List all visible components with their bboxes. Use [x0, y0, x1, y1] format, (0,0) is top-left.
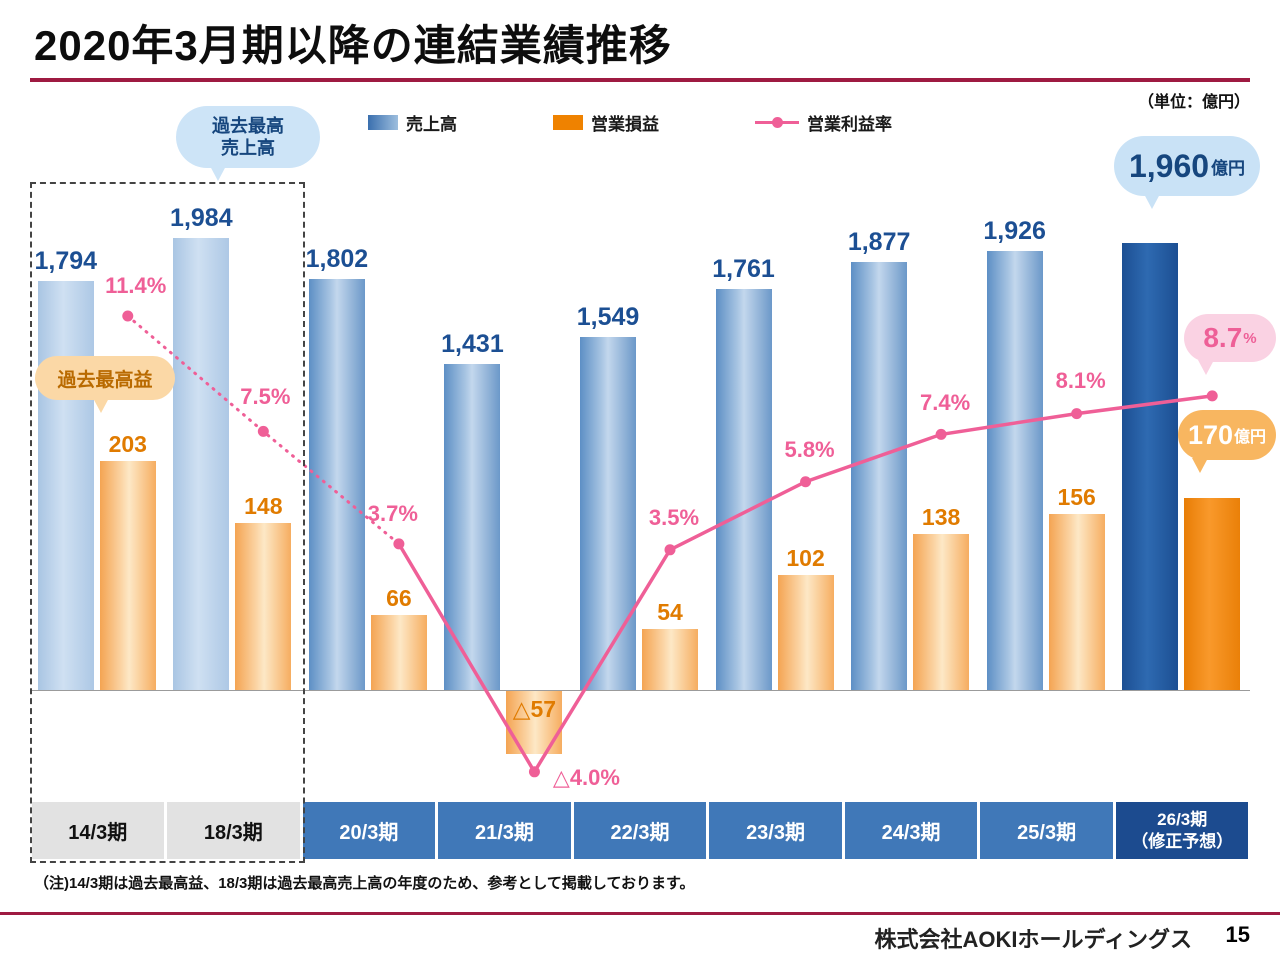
- legend-item-sales: 売上高: [368, 110, 457, 135]
- axis-label: 20/3期: [302, 802, 436, 859]
- margin-forecast-unit: %: [1243, 329, 1257, 347]
- sales-bar: [715, 288, 772, 690]
- sales-bar: [308, 279, 365, 690]
- legend-item-margin: 営業利益率: [755, 110, 892, 135]
- margin-line-point: [935, 428, 947, 440]
- profit-forecast-unit: 億円: [1234, 429, 1267, 446]
- axis-label: 21/3期: [438, 802, 571, 859]
- sales-bar: [444, 363, 501, 690]
- axis-label: 22/3期: [573, 802, 707, 859]
- margin-forecast-callout: 8.7 %: [1184, 314, 1276, 375]
- axis-label: 24/3期: [844, 802, 978, 859]
- record-profit-callout-text: 過去最高益: [57, 369, 153, 391]
- margin-value-label: 5.8%: [784, 436, 835, 462]
- callout-tail: [93, 398, 109, 413]
- axis-label: 23/3期: [709, 802, 842, 859]
- callout-tail: [210, 166, 226, 181]
- margin-value-label: 3.7%: [367, 500, 418, 526]
- legend-margin-label: 営業利益率: [807, 115, 892, 134]
- callout-tail: [1198, 360, 1214, 375]
- callout-tail: [1144, 194, 1160, 209]
- sales-value-label: 1,761: [712, 254, 775, 283]
- company-name: 株式会社AOKIホールディングス: [874, 927, 1192, 952]
- profit-bar: [913, 534, 970, 690]
- margin-line-point: [1206, 390, 1218, 402]
- axis-label: 25/3期: [980, 802, 1113, 859]
- record-sales-callout-line2: 売上高: [221, 138, 275, 158]
- unit-note: （単位：億円）: [1137, 94, 1250, 111]
- profit-value-label: 156: [1057, 483, 1096, 510]
- profit-bar: [1184, 497, 1241, 690]
- profit-bar: [777, 574, 834, 690]
- profit-bar: [506, 690, 563, 755]
- profit-value-label: 66: [386, 585, 412, 612]
- margin-line-point: [1071, 408, 1083, 420]
- profit-bar: [1048, 513, 1105, 690]
- margin-value-label: 8.1%: [1055, 367, 1106, 393]
- profit-swatch-icon: [553, 115, 583, 130]
- callout-tail: [1192, 458, 1208, 473]
- sales-value-label: 1,431: [441, 329, 504, 358]
- footnote: （注)14/3期は過去最高益、18/3期は過去最高売上高の年度のため、参考として…: [34, 875, 695, 892]
- margin-value-label: △4.0%: [552, 764, 620, 790]
- profit-value-label: 138: [921, 504, 961, 531]
- margin-line-swatch-icon: [755, 117, 799, 128]
- sales-value-label: 1,549: [576, 303, 640, 332]
- margin-line-point: [528, 766, 540, 778]
- title-underline-rule: [30, 78, 1250, 82]
- sales-value-label: 1,926: [983, 217, 1046, 246]
- sales-forecast-unit: 億円: [1211, 158, 1246, 178]
- profit-value-label: 102: [786, 544, 825, 571]
- profit-bar: [370, 615, 427, 690]
- profit-value-label: 54: [657, 598, 683, 625]
- legend-sales-label: 売上高: [406, 115, 457, 134]
- chart-legend: 売上高 営業損益 営業利益率: [368, 110, 892, 135]
- sales-forecast-value: 1,960: [1128, 147, 1210, 184]
- record-sales-callout: 過去最高 売上高: [176, 106, 320, 181]
- sales-bar: [1122, 243, 1179, 690]
- page-title: 2020年3月期以降の連結業績推移: [34, 22, 672, 69]
- record-profit-callout: 過去最高益: [35, 356, 175, 413]
- margin-forecast-value: 8.7: [1203, 322, 1243, 353]
- margin-line-solid-segment: [397, 394, 1213, 776]
- profit-bar: [642, 628, 698, 690]
- footer-rule: [0, 912, 1280, 915]
- margin-line-point: [664, 544, 676, 556]
- page-number: 15: [1225, 922, 1250, 947]
- margin-line-point: [393, 538, 405, 550]
- sales-bar: [580, 337, 636, 690]
- profit-value-label: △57: [512, 696, 557, 722]
- sales-forecast-callout: 1,960 億円: [1114, 136, 1260, 209]
- sales-bar: [986, 251, 1043, 690]
- axis-label: 26/3期 （修正予想）: [1115, 802, 1249, 859]
- margin-value-label: 3.5%: [648, 504, 700, 530]
- margin-value-label: 7.4%: [920, 390, 971, 416]
- profit-forecast-value: 170: [1187, 419, 1234, 450]
- margin-line-point: [800, 476, 812, 488]
- record-sales-callout-line1: 過去最高: [212, 115, 284, 136]
- sales-bar: [851, 262, 908, 690]
- sales-value-label: 1,877: [847, 228, 911, 257]
- legend-item-profit: 営業損益: [553, 110, 659, 135]
- reference-period-box: [30, 182, 305, 863]
- sales-swatch-icon: [368, 115, 398, 130]
- legend-profit-label: 営業損益: [591, 115, 659, 134]
- profit-forecast-callout: 170 億円: [1178, 410, 1276, 473]
